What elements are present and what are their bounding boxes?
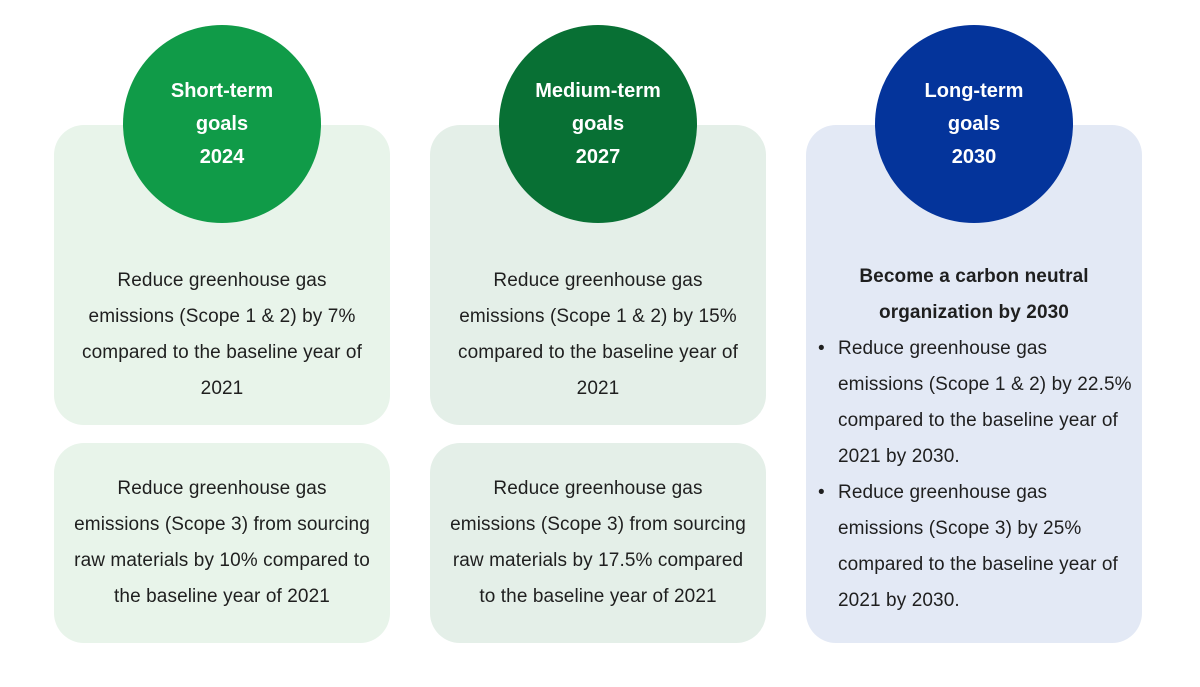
medium-term-scope-1-2-text: Reduce greenhouse gas emissions (Scope 1… bbox=[458, 270, 738, 399]
long-term-bullet-text: Reduce greenhouse gas emissions (Scope 3… bbox=[838, 482, 1118, 611]
bullet-dot-icon: • bbox=[818, 482, 825, 503]
medium-term-circle-line1: Medium-term bbox=[535, 79, 661, 102]
long-term-circle-line1: Long-term bbox=[924, 79, 1024, 102]
long-term-circle-year: 2030 bbox=[951, 145, 997, 168]
long-term-goals-card: Become a carbon neutral organization by … bbox=[806, 125, 1142, 643]
medium-term-circle-line2: goals bbox=[571, 112, 625, 135]
long-term-bullet-item: • Reduce greenhouse gas emissions (Scope… bbox=[818, 475, 1134, 619]
short-term-scope-3-text: Reduce greenhouse gas emissions (Scope 3… bbox=[74, 478, 370, 607]
medium-term-scope-3-text: Reduce greenhouse gas emissions (Scope 3… bbox=[450, 478, 746, 607]
short-term-circle-line2: goals bbox=[195, 112, 249, 135]
bullet-dot-icon: • bbox=[818, 338, 825, 359]
long-term-goals-circle: Long-term goals 2030 bbox=[875, 25, 1073, 223]
long-term-circle-line2: goals bbox=[947, 112, 1001, 135]
long-term-bullet-item: • Reduce greenhouse gas emissions (Scope… bbox=[818, 331, 1134, 475]
long-term-bullet-list: • Reduce greenhouse gas emissions (Scope… bbox=[818, 331, 1134, 619]
short-term-scope-1-2-text: Reduce greenhouse gas emissions (Scope 1… bbox=[82, 270, 362, 399]
short-term-goals-circle: Short-term goals 2024 bbox=[123, 25, 321, 223]
long-term-heading: Become a carbon neutral organization by … bbox=[859, 266, 1089, 323]
medium-term-scope-1-2-card: Reduce greenhouse gas emissions (Scope 1… bbox=[430, 125, 766, 425]
short-term-circle-year: 2024 bbox=[199, 145, 245, 168]
long-term-bullet-text: Reduce greenhouse gas emissions (Scope 1… bbox=[838, 338, 1132, 467]
medium-term-scope-3-card: Reduce greenhouse gas emissions (Scope 3… bbox=[430, 443, 766, 643]
medium-term-circle-year: 2027 bbox=[575, 145, 621, 168]
medium-term-goals-circle: Medium-term goals 2027 bbox=[499, 25, 697, 223]
short-term-scope-3-card: Reduce greenhouse gas emissions (Scope 3… bbox=[54, 443, 390, 643]
short-term-circle-line1: Short-term bbox=[170, 79, 274, 102]
